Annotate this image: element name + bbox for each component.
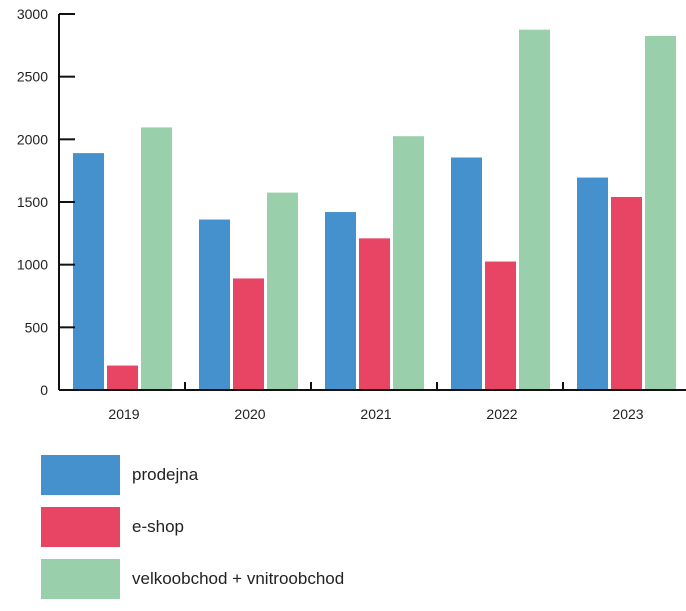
legend-item: e-shop [41,507,344,547]
x-tick-label: 2021 [360,406,391,422]
bar-2019-e-shop [107,365,138,390]
bar-2020-velkoobchod-vnitroobchod [267,192,298,390]
x-tick-label: 2020 [234,406,265,422]
legend-item: velkoobchod + vnitroobchod [41,559,344,599]
bar-2023-velkoobchod-vnitroobchod [645,35,676,390]
y-tick-label: 2500 [17,69,48,85]
legend-label: e-shop [132,517,184,536]
y-tick-label: 0 [40,382,48,398]
bar-2022-velkoobchod-vnitroobchod [519,29,550,391]
bar-2022-prodejna [451,157,482,390]
legend-label: prodejna [132,465,199,484]
legend-swatch [41,455,120,495]
bar-2021-velkoobchod-vnitroobchod [393,136,424,390]
legend-swatch [41,507,120,547]
bar-2023-e-shop [611,196,642,390]
y-tick-label: 1000 [17,257,48,273]
bar-2021-prodejna [325,212,356,390]
bar-chart: 0 500 1000 1500 2000 2500 3000 2019 2020 2021 2022… [17,6,686,422]
legend-swatch [41,559,120,599]
bar-2019-prodejna [73,153,104,390]
y-tick-label: 3000 [17,6,48,22]
x-tick-label: 2019 [108,406,139,422]
bar-2022-e-shop [485,261,516,390]
y-tick-label: 500 [25,319,49,335]
bar-2021-e-shop [359,238,390,390]
x-tick-label: 2023 [612,406,643,422]
legend-item: prodejna [41,455,344,495]
bar-2023-prodejna [577,177,608,390]
x-tick-label: 2022 [486,406,517,422]
bar-2020-e-shop [233,278,264,390]
bar-2020-prodejna [199,219,230,390]
bar-2019-velkoobchod-vnitroobchod [141,127,172,390]
legend: prodejna e-shop velkoobchod + vnitroobchod [41,455,344,611]
y-tick-label: 2000 [17,131,48,147]
y-tick-label: 1500 [17,194,48,210]
legend-label: velkoobchod + vnitroobchod [132,569,345,588]
